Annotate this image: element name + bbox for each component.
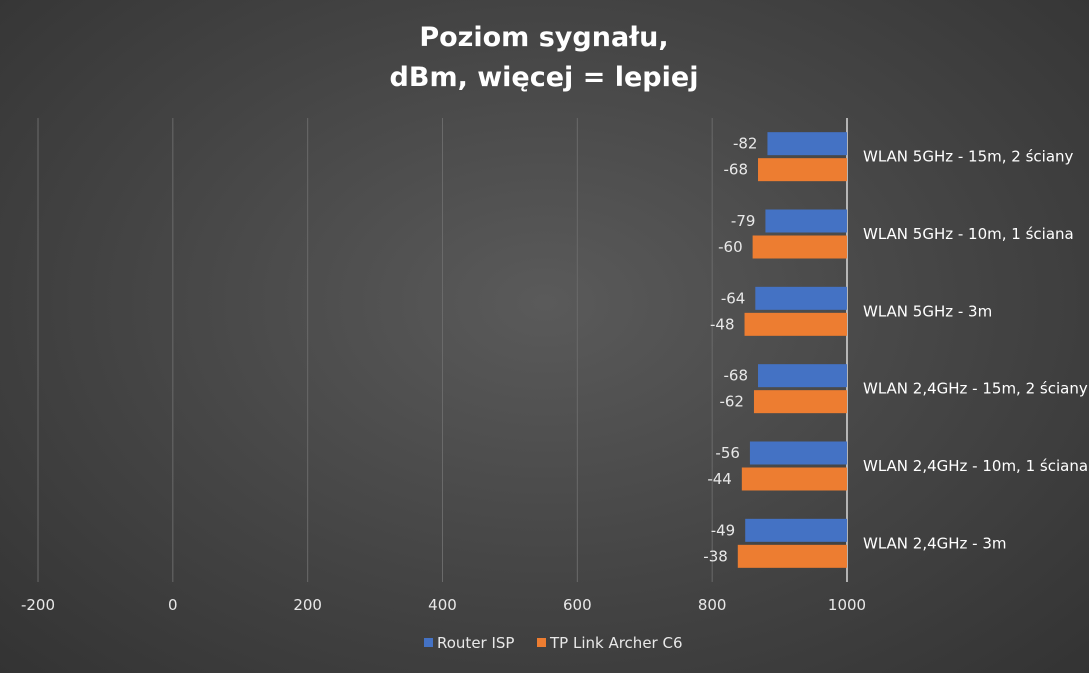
data-label: -62 [719, 393, 744, 411]
data-label: -82 [733, 135, 758, 153]
category-label: WLAN 5GHz - 3m [863, 302, 992, 320]
bar-tp-link [737, 544, 847, 568]
bar-router-isp [765, 209, 847, 233]
x-tick-label: 800 [698, 596, 727, 614]
x-tick-label: -200 [21, 596, 55, 614]
category-label: WLAN 5GHz - 15m, 2 ściany [863, 148, 1074, 166]
x-tick-label: 0 [168, 596, 178, 614]
bar-tp-link [758, 158, 847, 182]
data-label: -64 [721, 289, 746, 307]
legend-swatch [537, 638, 546, 647]
bar-tp-link [753, 390, 847, 414]
chart-title: Poziom sygnału, [419, 22, 668, 53]
bar-router-isp [758, 364, 847, 388]
data-label: -48 [710, 315, 735, 333]
bar-router-isp [767, 132, 847, 156]
bar-router-isp [745, 518, 847, 542]
data-label: -68 [724, 367, 749, 385]
data-label: -68 [724, 161, 749, 179]
legend-label: Router ISP [437, 634, 514, 652]
x-tick-label: 400 [428, 596, 457, 614]
x-axis-ticks: -200 0 200 400 600 800 1000 [21, 596, 866, 614]
bar-tp-link [752, 235, 847, 259]
category-label: WLAN 5GHz - 10m, 1 ściana [863, 225, 1074, 243]
data-label: -49 [711, 521, 736, 539]
bar-router-isp [749, 441, 847, 465]
gridlines [37, 118, 848, 582]
category-label: WLAN 2,4GHz - 3m [863, 534, 1007, 552]
category-label: WLAN 2,4GHz - 15m, 2 ściany [863, 380, 1088, 398]
bar-router-isp [755, 286, 847, 310]
data-label: -44 [707, 470, 732, 488]
data-label: -38 [703, 547, 728, 565]
legend-swatch [424, 638, 433, 647]
chart-subtitle: dBm, więcej = lepiej [390, 62, 699, 93]
x-tick-label: 1000 [828, 596, 866, 614]
category-labels: WLAN 5GHz - 15m, 2 ściany WLAN 5GHz - 10m… [863, 148, 1088, 553]
bar-tp-link [744, 312, 847, 336]
legend-label: TP Link Archer C6 [549, 634, 683, 652]
legend: Router ISP TP Link Archer C6 [424, 634, 683, 652]
data-label: -60 [718, 238, 743, 256]
data-label: -79 [731, 212, 756, 230]
x-tick-label: 600 [563, 596, 592, 614]
data-label: -56 [715, 444, 740, 462]
bar-tp-link [741, 467, 847, 491]
bars: -82 -68 -79 -60 -64 -48 -68 -62 -56 -44 -49 -38 [703, 132, 847, 568]
category-label: WLAN 2,4GHz - 10m, 1 ściana [863, 457, 1088, 475]
x-tick-label: 200 [293, 596, 322, 614]
